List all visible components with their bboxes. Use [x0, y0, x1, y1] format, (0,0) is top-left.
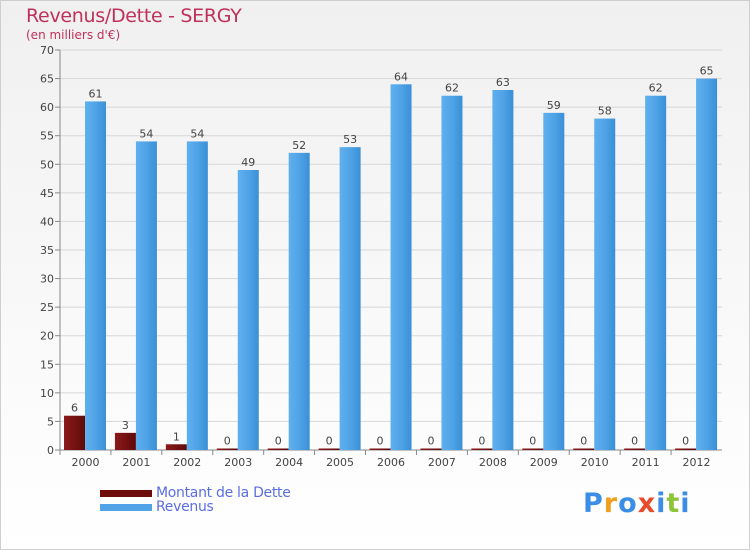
label-debt-2007: 0	[427, 435, 434, 448]
x-tick-label-2000: 2000	[71, 456, 99, 469]
label-revenue-2003: 49	[241, 156, 255, 169]
x-tick-label-2012: 2012	[683, 456, 711, 469]
bar-debt-2000	[64, 415, 85, 450]
chart-subtitle: (en milliers d'€)	[26, 28, 121, 42]
bar-debt-2005	[318, 448, 340, 450]
y-tick-label-10: 10	[40, 387, 54, 400]
proxiti-logo: Proxiti	[583, 488, 691, 519]
legend-swatch-debt	[100, 490, 152, 497]
label-revenue-2011: 62	[649, 82, 663, 95]
label-revenue-2008: 63	[496, 76, 510, 89]
y-tick-label-25: 25	[40, 301, 54, 314]
label-revenue-2001: 54	[139, 127, 153, 140]
label-revenue-2002: 54	[190, 127, 204, 140]
label-debt-2001: 3	[122, 419, 129, 432]
label-revenue-2012: 65	[700, 65, 714, 78]
x-tick-label-2010: 2010	[581, 456, 609, 469]
logo-letter: i	[680, 488, 691, 519]
label-revenue-2010: 58	[598, 105, 612, 118]
label-debt-2008: 0	[478, 435, 485, 448]
legend-label-revenue: Revenus	[156, 499, 214, 515]
x-tick-label-2011: 2011	[632, 456, 660, 469]
x-tick-label-2006: 2006	[377, 456, 405, 469]
y-tick-label-65: 65	[40, 73, 54, 86]
bar-debt-2008	[471, 448, 493, 450]
label-debt-2009: 0	[529, 435, 536, 448]
legend-swatch-revenue	[100, 504, 152, 511]
bar-debt-2006	[369, 448, 391, 450]
label-debt-2004: 0	[275, 435, 282, 448]
label-debt-2000: 6	[71, 402, 78, 415]
logo-letter: i	[656, 488, 667, 519]
y-tick-label-15: 15	[40, 358, 54, 371]
bar-debt-2004	[267, 448, 289, 450]
bar-revenue-2009	[543, 112, 565, 450]
x-tick-label-2007: 2007	[428, 456, 456, 469]
bar-revenue-2001	[135, 141, 157, 450]
logo-letter: P	[583, 488, 604, 519]
y-tick-label-45: 45	[40, 187, 54, 200]
label-revenue-2007: 62	[445, 82, 459, 95]
x-tick-label-2009: 2009	[530, 456, 558, 469]
y-tick-label-20: 20	[40, 330, 54, 343]
y-tick-label-30: 30	[40, 273, 54, 286]
y-tick-label-60: 60	[40, 101, 54, 114]
chart-title: Revenus/Dette - SERGY	[26, 5, 242, 27]
bar-revenue-2010	[594, 118, 616, 451]
x-tick-label-2004: 2004	[275, 456, 303, 469]
logo-letter: r	[603, 488, 619, 519]
y-tick-label-40: 40	[40, 215, 54, 228]
label-debt-2011: 0	[631, 435, 638, 448]
label-debt-2002: 1	[173, 430, 180, 443]
bar-debt-2011	[624, 448, 646, 450]
label-revenue-2006: 64	[394, 70, 408, 83]
x-tick-label-2005: 2005	[326, 456, 354, 469]
bar-revenue-2005	[339, 147, 361, 450]
y-tick-label-50: 50	[40, 158, 54, 171]
bars	[64, 78, 718, 451]
bar-revenue-2003	[237, 170, 259, 450]
label-debt-2005: 0	[326, 435, 333, 448]
label-revenue-2005: 53	[343, 133, 357, 146]
bar-debt-2012	[675, 448, 697, 450]
label-revenue-2004: 52	[292, 139, 306, 152]
logo-letter: t	[666, 488, 681, 519]
bar-revenue-2002	[186, 141, 208, 450]
label-debt-2006: 0	[377, 435, 384, 448]
logo-letter: x	[637, 488, 657, 519]
bar-debt-2007	[420, 448, 442, 450]
y-tick-label-70: 70	[40, 44, 54, 57]
data-labels: 6 61 3 54 1 54 0 49 0 52 0 53 0 64 0 62 0 63 0 59 0 58 0 62 0 65	[71, 65, 714, 448]
x-tick-label-2001: 2001	[122, 456, 150, 469]
logo-letter: o	[618, 488, 638, 519]
y-tick-label-35: 35	[40, 244, 54, 257]
bar-revenue-2000	[85, 101, 106, 450]
y-tick-label-5: 5	[47, 415, 54, 428]
x-tick-label-2008: 2008	[479, 456, 507, 469]
label-revenue-2009: 59	[547, 99, 561, 112]
y-tick-label-0: 0	[47, 444, 54, 457]
bar-revenue-2011	[645, 95, 667, 450]
bar-revenue-2007	[441, 95, 463, 450]
bar-debt-2001	[114, 432, 136, 450]
bar-debt-2010	[573, 448, 595, 450]
label-debt-2012: 0	[682, 435, 689, 448]
label-debt-2010: 0	[580, 435, 587, 448]
bar-revenue-2006	[390, 84, 412, 451]
bar-revenue-2012	[696, 78, 718, 451]
x-tick-label-2002: 2002	[173, 456, 201, 469]
x-tick-label-2003: 2003	[224, 456, 252, 469]
bar-revenue-2008	[492, 90, 514, 450]
label-revenue-2000: 61	[89, 87, 103, 100]
label-debt-2003: 0	[224, 435, 231, 448]
bar-debt-2009	[522, 448, 544, 450]
legend-label-debt: Montant de la Dette	[156, 485, 291, 501]
y-tick-label-55: 55	[40, 130, 54, 143]
bar-revenue-2004	[288, 152, 310, 450]
bar-debt-2003	[216, 448, 238, 450]
bar-debt-2002	[165, 444, 187, 450]
